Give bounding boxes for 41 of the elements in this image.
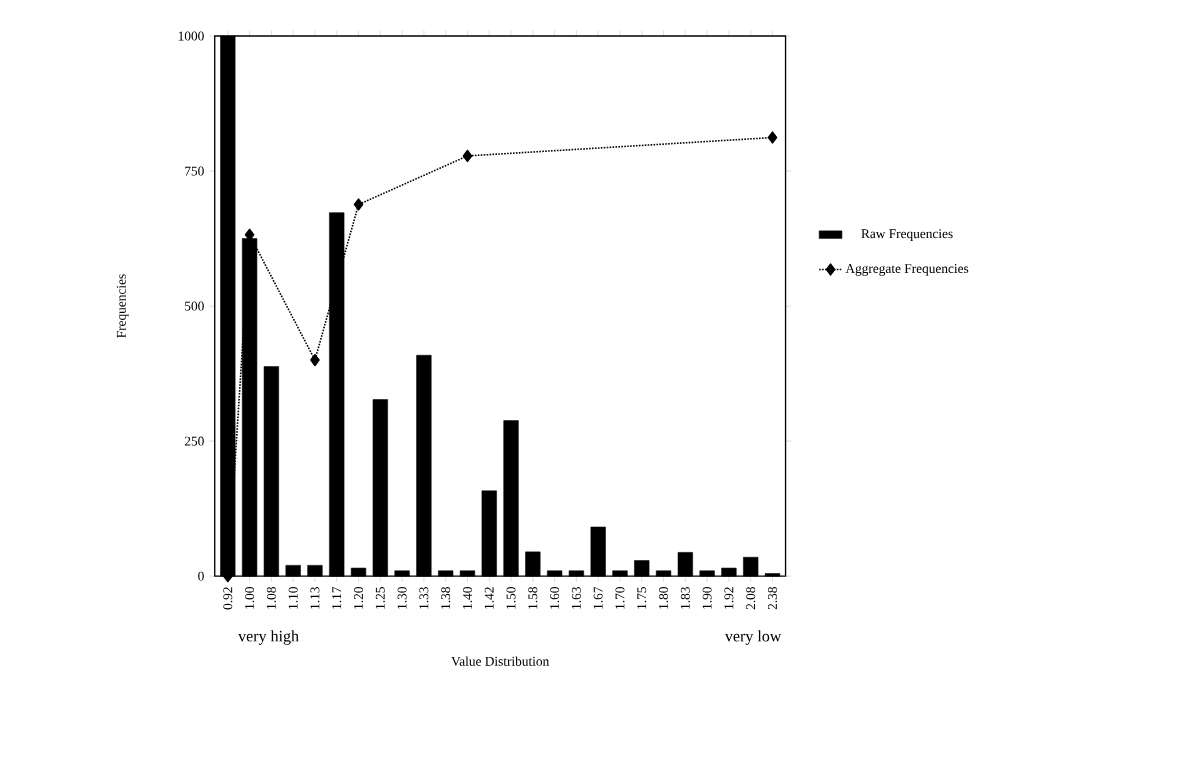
x-tick-label: 0.92 [223, 587, 233, 610]
x-tick-label: 1.92 [724, 587, 734, 609]
y-tick-label: 250 [184, 436, 204, 446]
x-tick-label: 1.20 [354, 587, 364, 609]
x-tick-label: 2.08 [746, 587, 756, 610]
legend-label: Raw Frequencies [861, 229, 953, 242]
x-tick-label: 1.38 [441, 587, 451, 609]
legend-label: Aggregate Frequencies [845, 264, 969, 276]
x-tick-label: 1.40 [462, 587, 472, 609]
x-tick-label: 1.50 [506, 587, 516, 609]
x-tick-label: 1.67 [593, 587, 603, 609]
x-tick-label: 1.25 [375, 587, 385, 609]
x-tick-label: 1.63 [571, 587, 581, 609]
x-tick-label: 1.33 [419, 587, 429, 609]
x-tick-label: 1.80 [659, 587, 669, 609]
x-tick-label: 1.42 [484, 587, 494, 609]
y-tick-label: 500 [185, 301, 204, 311]
x-tick-label: 1.83 [680, 587, 690, 609]
x-tick-label: 1.70 [615, 587, 625, 609]
x-tick-label: 1.60 [550, 587, 560, 609]
x-tick-label: 1.10 [288, 587, 298, 609]
x-tick-label: 1.58 [528, 587, 538, 609]
x-tick-label: 1.08 [266, 587, 276, 609]
y-axis-title: Frequencies [116, 274, 129, 339]
x-tick-label: 2.38 [767, 587, 778, 610]
text: very low [724, 630, 782, 646]
y-tick-label: 0 [198, 571, 204, 581]
point [767, 131, 778, 144]
x-axis-title: Value Distribution [451, 656, 550, 667]
x-tick-label: 1.75 [637, 587, 647, 609]
x-tick-label: 1.30 [397, 587, 407, 609]
x-tick-label: 1.13 [310, 587, 320, 609]
point [310, 354, 320, 367]
y-tick-label: 750 [185, 166, 204, 176]
y-tick-label: 1000 [178, 31, 204, 41]
x-tick-label: 1.90 [702, 587, 712, 609]
x-tick-label: 1.17 [332, 587, 342, 609]
point [353, 198, 364, 211]
text: very high [238, 630, 299, 646]
x-tick-label: 1.00 [245, 587, 255, 609]
point [462, 150, 473, 163]
